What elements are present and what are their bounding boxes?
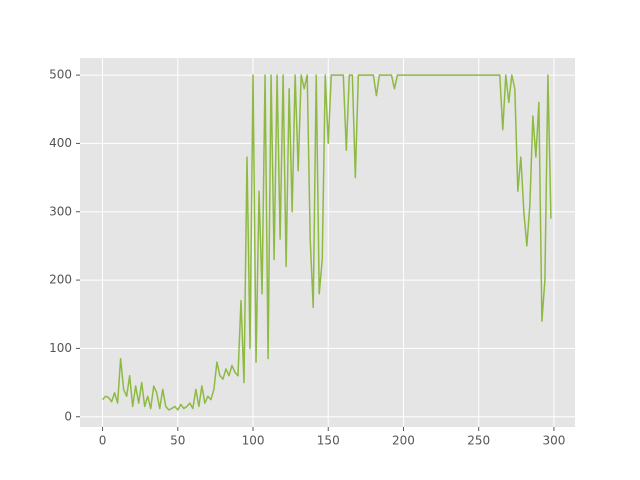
x-tick-label: 100	[242, 434, 265, 448]
y-tick-label: 300	[49, 204, 72, 218]
data-line	[102, 74, 552, 411]
y-tick-label: 200	[49, 273, 72, 287]
y-tick-label: 0	[64, 409, 72, 423]
y-tick-label: 100	[49, 341, 72, 355]
x-tick-label: 200	[392, 434, 415, 448]
x-tick-label: 300	[542, 434, 565, 448]
x-tick-label: 0	[99, 434, 107, 448]
x-tick-label: 150	[317, 434, 340, 448]
y-tick-label: 500	[49, 68, 72, 82]
x-tick-label: 50	[170, 434, 185, 448]
x-tick-label: 250	[467, 434, 490, 448]
y-tick-label: 400	[49, 136, 72, 150]
